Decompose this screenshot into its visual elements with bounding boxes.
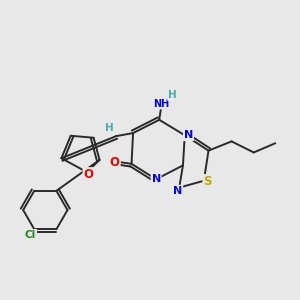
Text: N: N xyxy=(173,186,182,196)
Text: H: H xyxy=(105,122,114,133)
Text: N: N xyxy=(152,174,161,184)
Text: O: O xyxy=(110,156,120,169)
Text: Cl: Cl xyxy=(25,230,36,240)
Text: H: H xyxy=(168,90,177,100)
Text: N: N xyxy=(184,130,193,140)
Text: NH: NH xyxy=(153,98,169,109)
Text: S: S xyxy=(203,175,212,188)
Text: O: O xyxy=(83,168,94,181)
